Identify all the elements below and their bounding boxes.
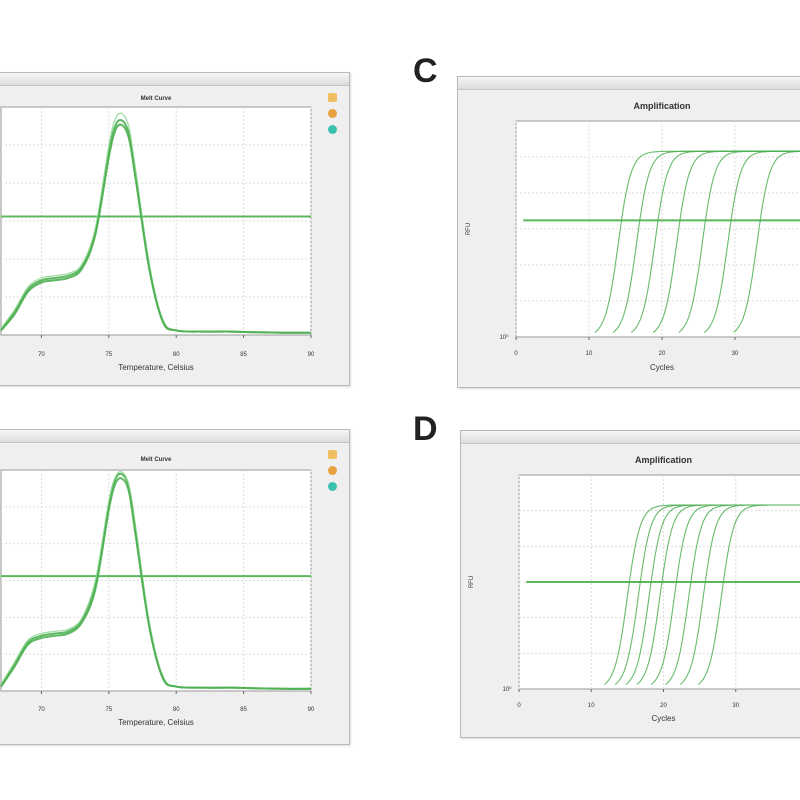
amplification-chart-c: Amplification 0 10 20 30 Cycles RFU 10⁰ (466, 101, 800, 372)
melt-curve-series (0, 477, 312, 690)
amplification-curve (733, 150, 800, 333)
window-titlebar[interactable] (458, 77, 800, 90)
x-tick-label: 90 (308, 707, 315, 713)
amplification-curve (703, 150, 800, 333)
x-tick-label: 70 (38, 707, 45, 713)
x-tick-label: 70 (38, 352, 45, 358)
gear-icon[interactable] (328, 109, 337, 118)
gear-icon[interactable] (328, 466, 337, 475)
x-tick-label: 10 (586, 351, 593, 357)
x-tick-label: 30 (732, 351, 739, 357)
y-tick-label: 10⁰ (499, 334, 509, 341)
x-tick-label: 80 (173, 707, 180, 713)
x-tick-label: 0 (514, 351, 518, 357)
amplification-window-c: Amplification 0 10 20 30 Cycles RFU 10⁰ (457, 76, 800, 388)
window-titlebar[interactable] (0, 73, 349, 86)
y-axis-label: RFU (466, 223, 472, 235)
x-tick-label: 20 (659, 351, 666, 357)
panel-letter-c: C (413, 52, 438, 90)
x-axis-label: Temperature, Celsius (118, 718, 194, 727)
chart-title: Melt Curve (141, 457, 172, 463)
teal-dot-icon[interactable] (328, 125, 337, 134)
amplification-window-d: Amplification 0 10 20 30 Cycles RFU 10⁰ (460, 430, 800, 738)
x-tick-label: 0 (517, 703, 521, 709)
x-tick-label: 10 (588, 703, 595, 709)
x-tick-label: 90 (308, 352, 315, 358)
x-axis-label: Cycles (651, 714, 675, 723)
x-axis-label: Cycles (650, 363, 674, 372)
panel-letter-d: D (413, 410, 438, 448)
x-axis-label: Temperature, Celsius (118, 363, 194, 372)
x-tick-label: 30 (732, 703, 739, 709)
x-tick-label: 75 (105, 352, 112, 358)
amplification-curve (697, 504, 800, 685)
chart-title: Amplification (633, 101, 690, 111)
window-titlebar[interactable] (0, 430, 349, 443)
teal-dot-icon[interactable] (328, 482, 337, 491)
pin-icon[interactable] (328, 93, 337, 102)
y-tick-label: 10⁰ (502, 686, 512, 693)
x-tick-label: 85 (240, 707, 247, 713)
x-tick-label: 80 (173, 352, 180, 358)
melt-curve-series (0, 123, 312, 334)
x-tick-label: 85 (240, 352, 247, 358)
melt-curve-window-b: Melt Curve 70 75 80 85 90 Temperature, Celsius (0, 429, 350, 745)
melt-curve-window-a: Melt Curve 70 75 80 85 90 Temperature, Celsius (0, 72, 350, 386)
x-tick-label: 20 (660, 703, 667, 709)
chart-title: Amplification (635, 455, 692, 465)
chart-title: Melt Curve (141, 96, 172, 102)
melt-curve-chart-b: Melt Curve 70 75 80 85 90 Temperature, Celsius (0, 457, 315, 727)
melt-curve-chart-a: Melt Curve 70 75 80 85 90 Temperature, Celsius (0, 96, 315, 372)
x-tick-label: 75 (105, 707, 112, 713)
pin-icon[interactable] (328, 450, 337, 459)
amplification-chart-d: Amplification 0 10 20 30 Cycles RFU 10⁰ (469, 455, 800, 723)
y-axis-label: RFU (469, 576, 475, 588)
window-titlebar[interactable] (461, 431, 800, 444)
